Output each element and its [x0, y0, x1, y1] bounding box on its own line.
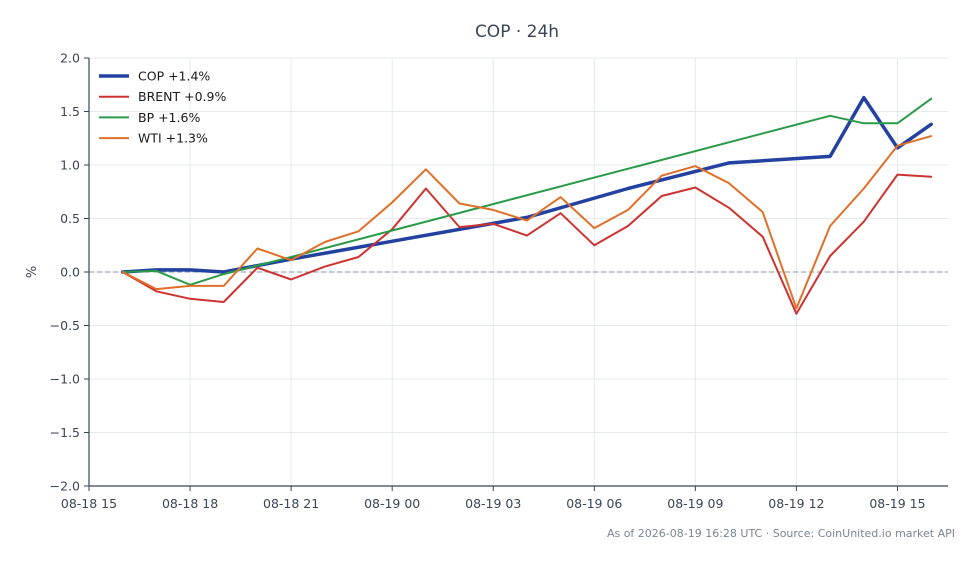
legend-label: COP +1.4% [138, 69, 210, 84]
series-line-brent [121, 173, 933, 315]
x-tick-label: 08-19 09 [667, 496, 723, 511]
axes [84, 57, 948, 491]
y-tick-label: 1.5 [60, 104, 80, 119]
series-line-wti [121, 135, 933, 310]
series-line-cop [120, 95, 933, 274]
footer-note: As of 2026-08-19 16:28 UTC · Source: Coi… [607, 527, 955, 540]
legend: COP +1.4% BRENT +0.9% BP +1.6% WTI +1.3% [99, 69, 226, 146]
y-tick-label: −1.5 [50, 425, 80, 440]
x-tick-label: 08-18 15 [61, 496, 117, 511]
legend-label: WTI +1.3% [138, 131, 208, 146]
y-tick-label: −1.0 [50, 372, 80, 387]
x-tick-label: 08-19 15 [869, 496, 925, 511]
x-tick-label: 08-19 06 [566, 496, 622, 511]
series-group [120, 95, 933, 315]
legend-label: BP +1.6% [138, 110, 200, 125]
chart-title: COP · 24h [475, 22, 559, 42]
x-tick-labels: 08-18 15 08-18 18 08-18 21 08-19 00 08-19 03… [61, 496, 926, 511]
x-tick-label: 08-19 03 [465, 496, 521, 511]
y-tick-label: 0.0 [60, 265, 80, 280]
y-tick-labels: −2.0 −1.5 −1.0 −0.5 0.0 0.5 1.0 1.5 2.0 [50, 51, 80, 494]
x-tick-label: 08-19 12 [768, 496, 824, 511]
y-tick-label: 1.0 [60, 158, 80, 173]
y-tick-label: 2.0 [60, 51, 80, 66]
y-tick-label: −2.0 [50, 479, 80, 494]
x-tick-label: 08-18 18 [162, 496, 218, 511]
y-tick-label: −0.5 [50, 318, 80, 333]
x-tick-label: 08-19 00 [364, 496, 420, 511]
legend-label: BRENT +0.9% [138, 89, 226, 104]
y-axis-label: % [25, 266, 40, 278]
series-line-bp [121, 97, 933, 286]
y-tick-label: 0.5 [60, 211, 80, 226]
x-tick-label: 08-18 21 [263, 496, 319, 511]
